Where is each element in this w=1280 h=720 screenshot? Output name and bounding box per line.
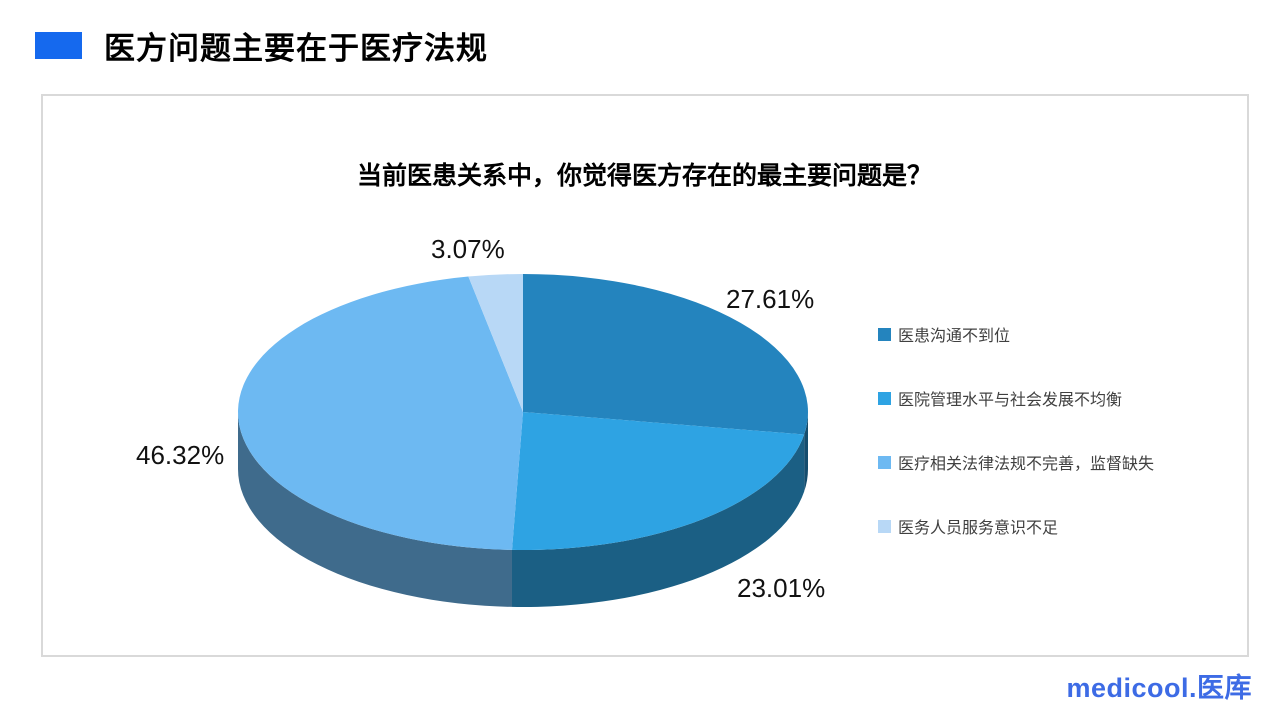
legend-label: 医务人员服务意识不足 xyxy=(898,520,1059,537)
legend-item: 医院管理水平与社会发展不均衡 xyxy=(878,366,1154,430)
title-bullet xyxy=(35,31,82,59)
legend-swatch xyxy=(878,519,891,533)
chart-title: 当前医患关系中，你觉得医方存在的最主要问题是？ xyxy=(356,162,932,190)
slice-value-label: 23.01% xyxy=(737,573,826,603)
legend-swatch xyxy=(878,391,891,405)
slice-value-label: 3.07% xyxy=(431,234,505,264)
legend-label: 医院管理水平与社会发展不均衡 xyxy=(898,392,1123,409)
page-title: 医方问题主要在于医疗法规 xyxy=(104,30,488,66)
legend-item: 医务人员服务意识不足 xyxy=(878,494,1154,558)
legend-item: 医患沟通不到位 xyxy=(878,302,1154,366)
legend-swatch xyxy=(878,327,891,341)
legend-swatch xyxy=(878,455,891,469)
legend-label: 医患沟通不到位 xyxy=(898,328,1011,345)
slice-value-label: 27.61% xyxy=(726,284,815,314)
slice-value-label: 46.32% xyxy=(136,440,225,470)
legend-item: 医疗相关法律法规不完善，监督缺失 xyxy=(878,430,1154,494)
medicool-logo: medicool.医库 xyxy=(1066,673,1252,703)
legend: 医患沟通不到位 医院管理水平与社会发展不均衡 医疗相关法律法规不完善，监督缺失 … xyxy=(878,302,1154,558)
legend-label: 医疗相关法律法规不完善，监督缺失 xyxy=(898,456,1155,473)
slide-header: 医方问题主要在于医疗法规 xyxy=(0,0,1280,90)
